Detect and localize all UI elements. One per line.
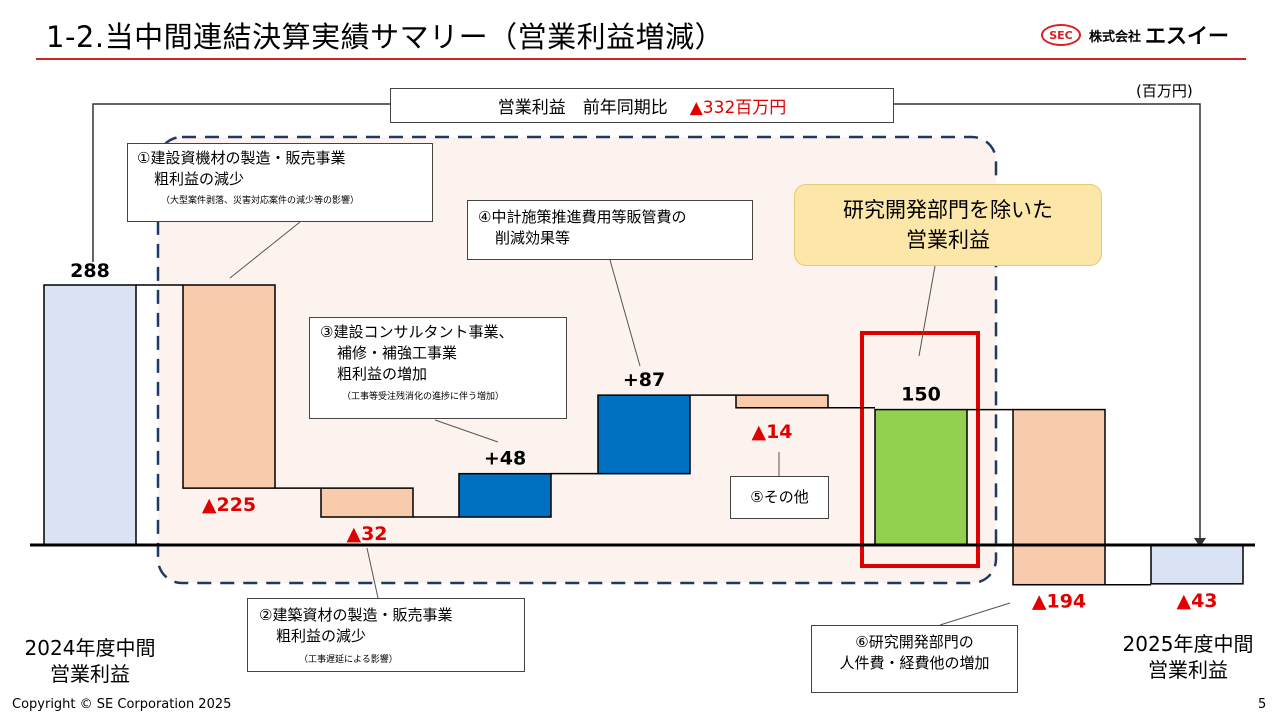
bar-start bbox=[43, 284, 137, 546]
note-1-line1: ①建設資機材の製造・販売事業 bbox=[137, 149, 346, 167]
note-5: ⑤その他 bbox=[730, 476, 829, 519]
summary-connector-right bbox=[894, 103, 1201, 540]
callout-line-1 bbox=[229, 221, 301, 279]
left-period-line1: 2024年度中間 bbox=[24, 636, 156, 660]
highlight-line2: 営業利益 bbox=[906, 228, 990, 252]
summary-connector-left bbox=[92, 103, 390, 262]
note-6-line2: 人件費・経費他の増加 bbox=[839, 654, 990, 672]
value-label-s6: ▲194 bbox=[1032, 591, 1086, 613]
value-label-s5: ▲14 bbox=[751, 421, 792, 443]
logo-mark: SEC bbox=[1041, 24, 1081, 46]
value-label-s1: ▲225 bbox=[202, 494, 256, 516]
note-4-line2: 削減効果等 bbox=[495, 229, 571, 247]
bar-s4 bbox=[597, 394, 691, 475]
callout-line-2 bbox=[366, 547, 379, 599]
right-period-line2: 営業利益 bbox=[1148, 658, 1228, 682]
chart-bars bbox=[43, 284, 1244, 586]
summary-box: 営業利益 前年同期比 ▲332百万円 bbox=[390, 88, 894, 123]
callout-line-6 bbox=[939, 602, 1011, 626]
value-label-s2: ▲32 bbox=[346, 523, 387, 545]
note-2: ②建築資材の製造・販売事業 粗利益の減少 （工事遅延による影響） bbox=[247, 598, 525, 672]
note-4: ④中計施策推進費用等販管費の 削減効果等 bbox=[467, 200, 753, 260]
highlight-frame bbox=[860, 331, 980, 568]
note-6-line1: ⑥研究開発部門の bbox=[855, 633, 974, 651]
summary-value: ▲332百万円 bbox=[689, 98, 787, 118]
highlight-line1: 研究開発部門を除いた bbox=[843, 198, 1053, 222]
value-label-end: ▲43 bbox=[1176, 590, 1217, 612]
bar-end bbox=[1150, 544, 1244, 585]
note-1: ①建設資機材の製造・販売事業 粗利益の減少 （大型案件剥落、災害対応案件の減少等… bbox=[127, 143, 433, 222]
left-period-line2: 営業利益 bbox=[50, 662, 130, 686]
note-4-line1: ④中計施策推進費用等販管費の bbox=[478, 208, 687, 226]
note-6: ⑥研究開発部門の 人件費・経費他の増加 bbox=[811, 625, 1018, 693]
left-period-label: 2024年度中間 営業利益 bbox=[10, 635, 170, 687]
note-3: ③建設コンサルタント事業、 補修・補強工事業 粗利益の増加 （工事等受注残消化の… bbox=[309, 317, 567, 419]
note-3-line3: 粗利益の増加 bbox=[337, 365, 428, 383]
bar-s6 bbox=[1012, 408, 1106, 586]
page-number: 5 bbox=[1258, 697, 1267, 712]
value-label-s4: +87 bbox=[623, 369, 665, 391]
value-label-sub: 150 bbox=[901, 384, 941, 406]
page-title: 1-2.当中間連結決算実績サマリー（営業利益増減） bbox=[46, 20, 725, 54]
arrow-head bbox=[1194, 538, 1206, 547]
logo-text-name: エスイー bbox=[1145, 24, 1230, 48]
note-2-line2: 粗利益の減少 bbox=[276, 627, 367, 645]
chart-value-labels: 288 ▲225 ▲32 +48 +87 ▲14 150 ▲194 ▲43 bbox=[70, 260, 1217, 613]
callout-line-sub bbox=[918, 265, 936, 357]
highlight-callout: 研究開発部門を除いた 営業利益 bbox=[794, 184, 1102, 266]
right-period-label: 2025年度中間 営業利益 bbox=[1108, 631, 1268, 683]
value-label-s3: +48 bbox=[484, 448, 526, 470]
note-2-line1: ②建築資材の製造・販売事業 bbox=[259, 606, 453, 624]
bar-s1 bbox=[182, 284, 276, 489]
summary-label: 営業利益 前年同期比 bbox=[497, 98, 668, 118]
note-3-line1: ③建設コンサルタント事業、 bbox=[320, 323, 514, 341]
logo-text-kabushiki: 株式会社 bbox=[1089, 29, 1142, 45]
note-3-small: （工事等受注残消化の進捗に伴う増加） bbox=[342, 392, 505, 402]
value-label-start: 288 bbox=[70, 260, 110, 282]
note-3-line2: 補修・補強工事業 bbox=[337, 344, 458, 362]
dashed-region bbox=[156, 135, 998, 585]
bar-sub bbox=[874, 408, 968, 546]
bar-s2 bbox=[320, 487, 414, 518]
callout-line-3 bbox=[434, 419, 499, 443]
unit-label: (百万円) bbox=[1136, 82, 1193, 100]
note-1-line2: 粗利益の減少 bbox=[154, 170, 245, 188]
copyright: Copyright © SE Corporation 2025 bbox=[12, 697, 232, 712]
note-2-small: （工事遅延による影響） bbox=[299, 655, 398, 665]
company-logo: SEC 株式会社 エスイー bbox=[1041, 20, 1229, 50]
bar-s3 bbox=[458, 472, 552, 518]
note-5-line1: ⑤その他 bbox=[750, 488, 809, 506]
chart-connectors bbox=[136, 284, 1151, 586]
title-underline bbox=[36, 58, 1246, 60]
callout-line-4 bbox=[609, 259, 641, 367]
right-period-line1: 2025年度中間 bbox=[1122, 632, 1254, 656]
bar-s5 bbox=[735, 394, 829, 409]
note-1-small: （大型案件剥落、災害対応案件の減少等の影響） bbox=[161, 196, 360, 206]
